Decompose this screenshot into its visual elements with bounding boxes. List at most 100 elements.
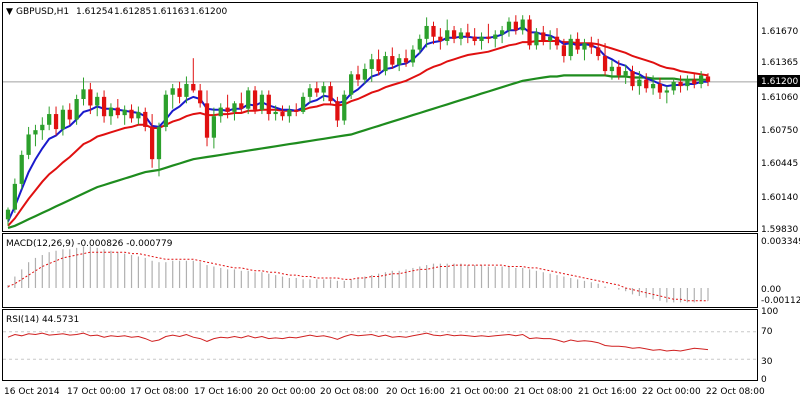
rsi-axis: 100 70 30 0 xyxy=(761,307,778,385)
candle-body xyxy=(582,43,587,50)
candle xyxy=(280,105,285,121)
candle-body xyxy=(548,36,553,42)
candle xyxy=(486,23,491,44)
candle-body xyxy=(149,126,155,160)
time-label: 20 Oct 16:00 xyxy=(386,387,445,397)
candle-body xyxy=(163,94,168,127)
candle xyxy=(417,34,422,54)
candle xyxy=(225,94,230,119)
candle xyxy=(472,28,477,46)
candle xyxy=(424,17,429,48)
candle xyxy=(644,73,649,93)
candle xyxy=(67,103,72,125)
candle-body xyxy=(472,36,477,42)
candle xyxy=(520,15,525,35)
rsi-tick: 30 xyxy=(761,357,773,367)
candle xyxy=(623,64,628,84)
candle-body xyxy=(259,94,265,110)
candle-body xyxy=(5,209,11,220)
candle xyxy=(431,21,436,45)
candle-body xyxy=(664,90,669,93)
candle xyxy=(218,103,223,123)
candle-body xyxy=(33,130,38,135)
rsi-tick: 70 xyxy=(761,327,773,337)
candle-body xyxy=(410,49,416,63)
candle-body xyxy=(692,79,697,84)
candle xyxy=(198,83,203,108)
candle xyxy=(40,117,45,140)
candle-body xyxy=(88,89,93,106)
candle xyxy=(74,94,79,125)
candle xyxy=(149,114,155,168)
candle xyxy=(630,65,635,91)
candle xyxy=(589,36,594,54)
candle-body xyxy=(527,19,532,46)
candle-body xyxy=(513,21,518,31)
candle xyxy=(369,53,374,82)
candle xyxy=(458,28,464,46)
candle-body xyxy=(650,83,656,89)
candle-body xyxy=(198,90,203,104)
candle xyxy=(657,77,663,100)
candle-body xyxy=(280,111,285,117)
candle-body xyxy=(589,43,594,48)
candle xyxy=(637,71,642,95)
candle-body xyxy=(596,47,601,57)
candle xyxy=(349,71,354,100)
rsi-line xyxy=(7,332,709,352)
candle-body xyxy=(575,38,580,50)
candle xyxy=(692,73,697,89)
candle-body xyxy=(349,74,354,95)
candle-body xyxy=(520,19,525,31)
candle-body xyxy=(486,36,491,39)
candle-body xyxy=(362,68,367,80)
candle xyxy=(47,106,52,131)
candle-body xyxy=(554,36,560,46)
candle-body xyxy=(218,107,223,117)
candle-body xyxy=(424,25,429,39)
candle xyxy=(177,81,182,104)
rsi-panel-frame xyxy=(2,309,758,381)
candle-body xyxy=(376,59,381,72)
candle-body xyxy=(328,86,333,102)
candle xyxy=(499,25,505,44)
candle-body xyxy=(143,111,148,127)
candle xyxy=(465,23,470,44)
candle xyxy=(321,81,326,102)
candle xyxy=(108,103,114,125)
candle-body xyxy=(74,99,79,120)
candle xyxy=(273,105,278,121)
candle-body xyxy=(53,114,59,130)
candle xyxy=(163,90,168,132)
candle xyxy=(390,47,395,69)
price-axis: 1.61670 1.61365 1.61060 1.60750 1.60445 … xyxy=(761,27,798,235)
candle xyxy=(342,90,347,125)
candle xyxy=(513,15,518,35)
candle-body xyxy=(431,25,436,37)
candle-body xyxy=(369,59,374,69)
candle-body xyxy=(287,109,292,117)
candle xyxy=(506,17,512,37)
candle-body xyxy=(211,116,217,138)
candle xyxy=(19,150,24,190)
candle-body xyxy=(451,30,457,39)
candle xyxy=(88,82,93,115)
current-price-label: 1.61200 xyxy=(761,77,798,87)
candle xyxy=(170,83,175,109)
collapse-triangle-icon[interactable]: ▼ xyxy=(6,7,13,17)
candle-body xyxy=(644,79,649,89)
candle xyxy=(596,38,601,61)
candle-body xyxy=(417,38,422,50)
candle xyxy=(314,81,319,97)
candle xyxy=(122,105,127,125)
time-label: 21 Oct 00:00 xyxy=(450,387,509,397)
candle xyxy=(671,77,676,95)
candle-body xyxy=(657,83,663,93)
candle xyxy=(294,103,299,117)
candle-body xyxy=(685,79,690,87)
ohlc-high: 1.61285 xyxy=(114,7,151,17)
candle-body xyxy=(493,34,498,39)
candle-body xyxy=(568,38,573,57)
candle-body xyxy=(67,109,72,120)
